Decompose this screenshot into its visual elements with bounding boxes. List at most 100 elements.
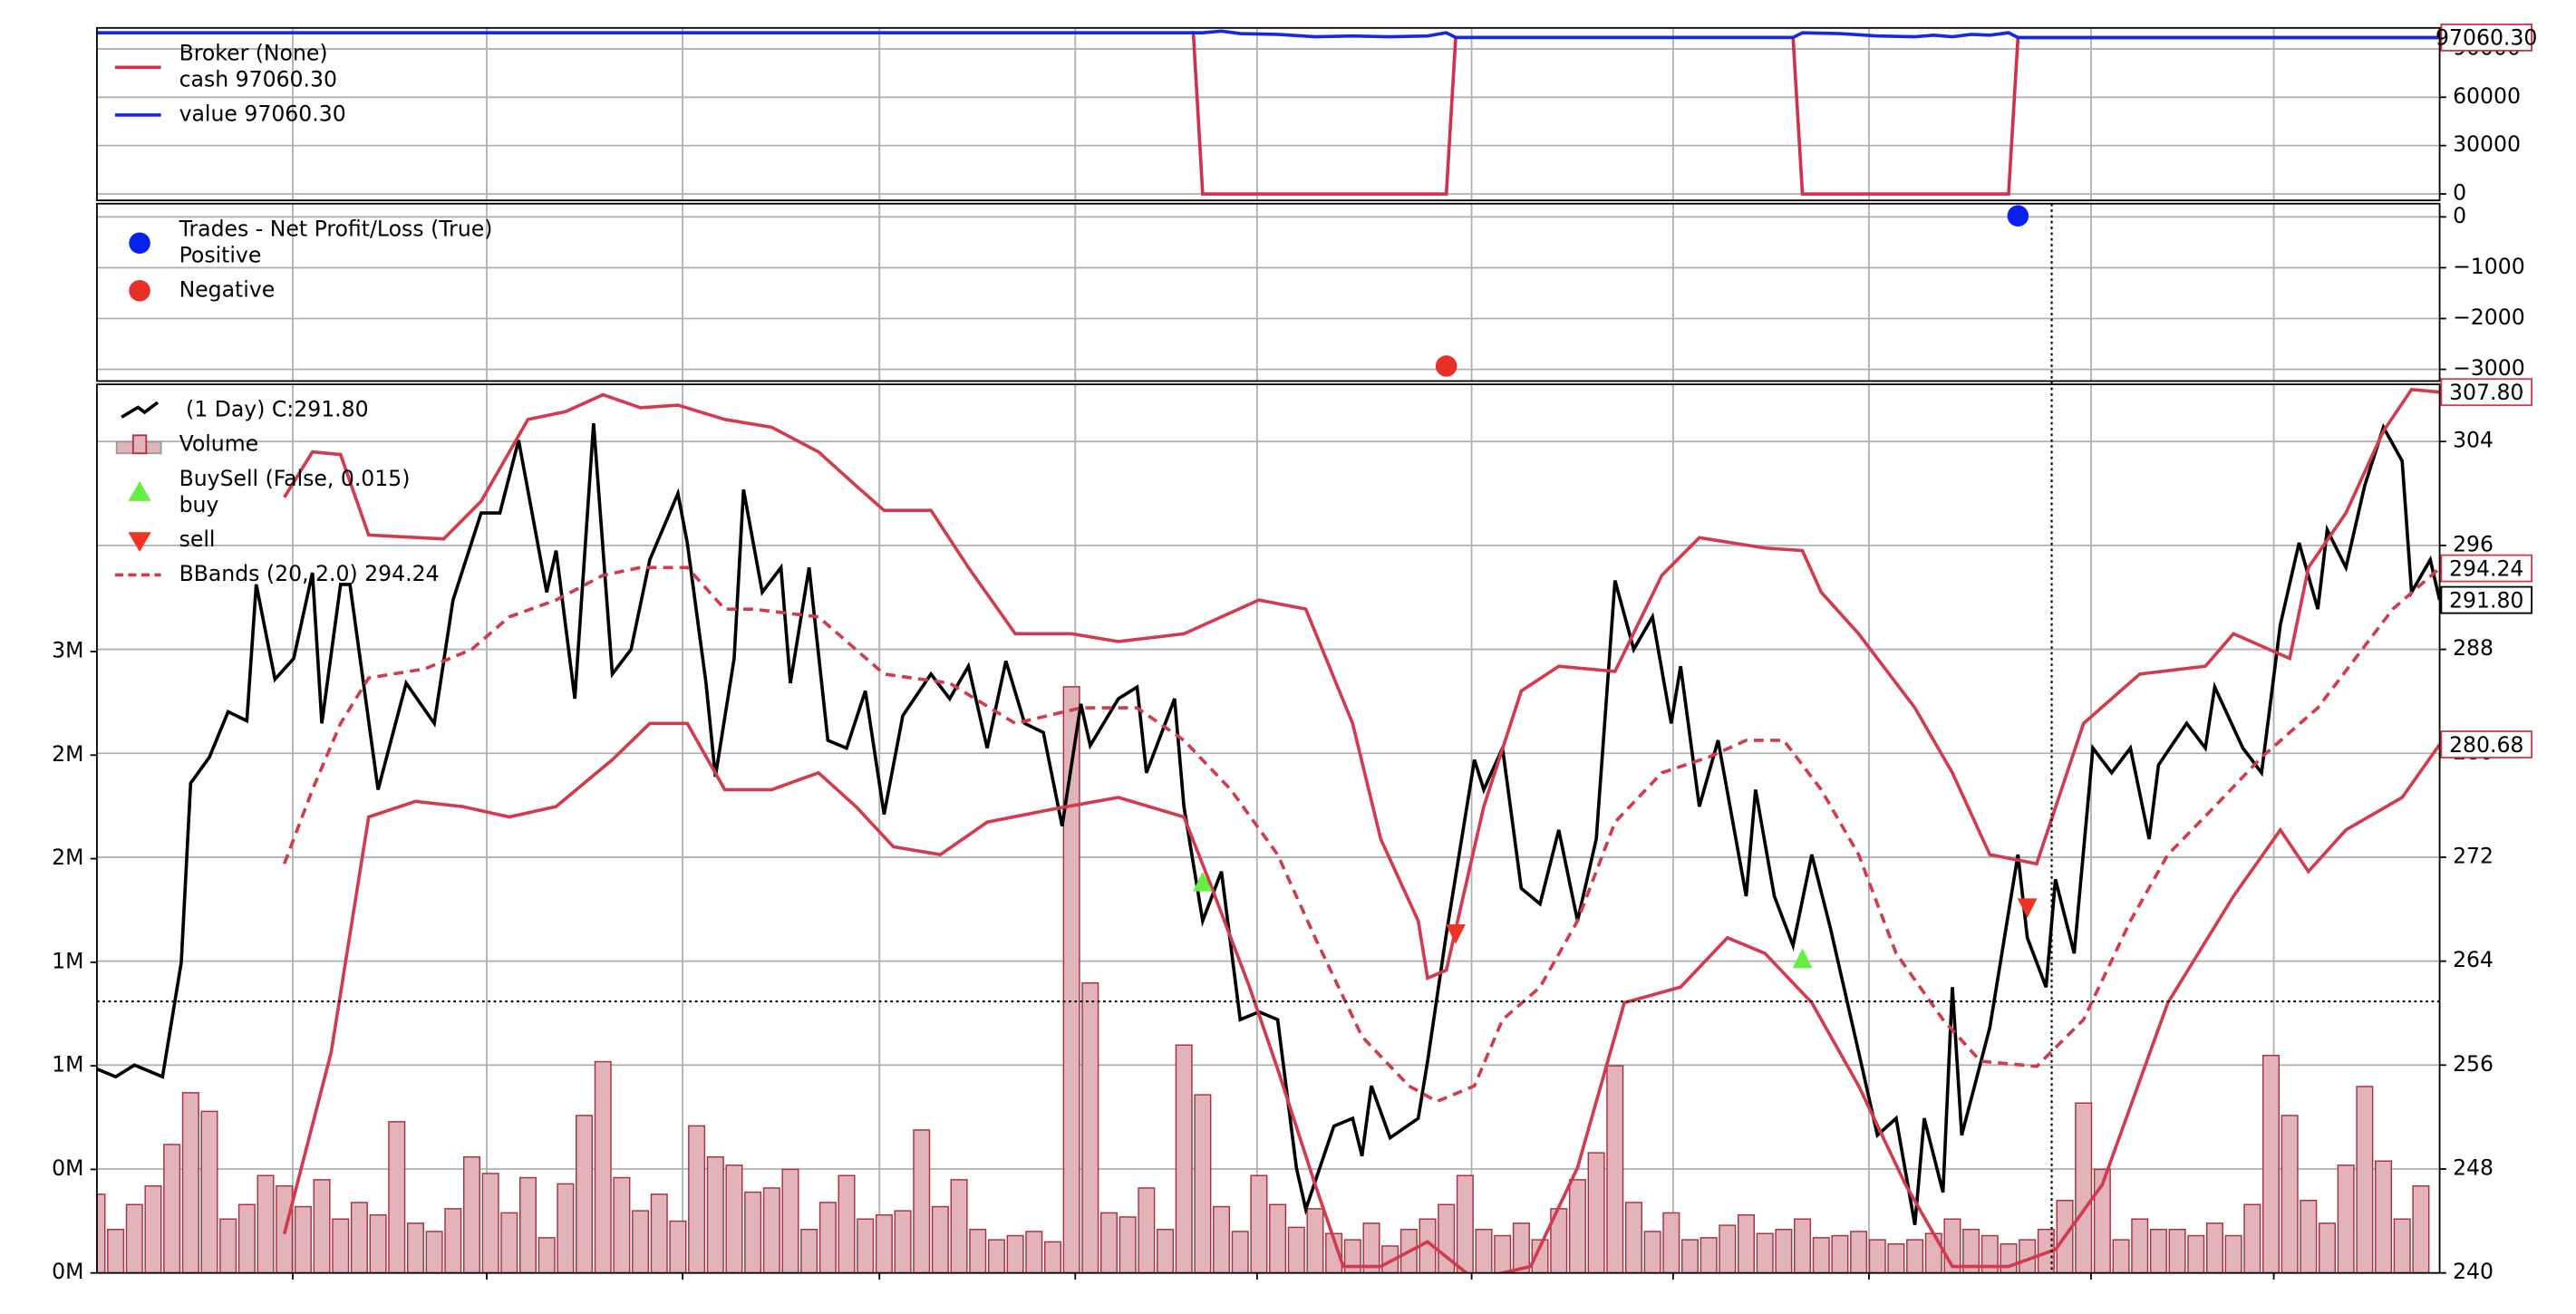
volume-bar bbox=[857, 1218, 875, 1273]
volume-bar bbox=[969, 1228, 987, 1273]
legend-label: Volume bbox=[179, 431, 259, 457]
volume-bar bbox=[1680, 1239, 1699, 1273]
volume-bar bbox=[1213, 1205, 1231, 1273]
legend-label: sell bbox=[179, 527, 216, 552]
last-value-box bbox=[2440, 378, 2532, 407]
last-value-label: 294.24 bbox=[2449, 556, 2523, 581]
legend-symbol bbox=[131, 434, 148, 455]
volume-bar bbox=[2281, 1115, 2299, 1273]
legend-label: Negative bbox=[179, 276, 276, 302]
y-tick-label: 240 bbox=[2453, 1259, 2494, 1284]
volume-bar bbox=[557, 1183, 575, 1273]
y-tick-label: 0 bbox=[2453, 180, 2466, 206]
volume-tick-label: 2M bbox=[52, 845, 83, 870]
volume-bar bbox=[107, 1228, 125, 1273]
legend-symbol bbox=[128, 532, 151, 552]
volume-bar bbox=[1175, 1044, 1193, 1273]
volume-bar bbox=[1475, 1228, 1493, 1273]
y-tick-label: 296 bbox=[2453, 531, 2494, 556]
volume-bar bbox=[163, 1144, 181, 1273]
volume-bar bbox=[257, 1174, 275, 1273]
volume-bar bbox=[237, 1203, 256, 1273]
volume-bar bbox=[1850, 1231, 1868, 1273]
y-tick-label: 60000 bbox=[2453, 83, 2521, 109]
volume-bar bbox=[894, 1210, 912, 1273]
volume-tick-label: 1M bbox=[52, 948, 83, 973]
panel-frame bbox=[96, 26, 2441, 202]
last-value-label: 97060.30 bbox=[2436, 25, 2537, 51]
volume-bar bbox=[913, 1129, 931, 1273]
volume-bar bbox=[96, 1193, 106, 1273]
legend-label: Broker (None) bbox=[179, 40, 328, 65]
volume-bar bbox=[2393, 1218, 2411, 1273]
volume-bar bbox=[444, 1208, 462, 1273]
volume-bar bbox=[2375, 1160, 2393, 1273]
volume-bar bbox=[838, 1174, 856, 1273]
volume-bar bbox=[219, 1218, 237, 1273]
volume-bar bbox=[1157, 1228, 1175, 1273]
volume-bar bbox=[181, 1092, 199, 1273]
volume-bar bbox=[2187, 1234, 2205, 1273]
volume-bar bbox=[518, 1176, 537, 1273]
series-line bbox=[96, 29, 2440, 40]
plot-layer bbox=[96, 29, 2440, 196]
last-value-box bbox=[2440, 730, 2532, 758]
volume-bar bbox=[762, 1187, 780, 1273]
series-line bbox=[96, 31, 2440, 196]
volume-bar bbox=[2337, 1164, 2355, 1273]
volume-bar bbox=[1119, 1216, 1137, 1273]
y-tick-label: 304 bbox=[2453, 428, 2494, 453]
volume-bar bbox=[800, 1228, 818, 1273]
legend-label: Trades - Net Profit/Loss (True) bbox=[179, 216, 493, 241]
volume-bar bbox=[1438, 1203, 1456, 1273]
legend-symbol bbox=[129, 232, 150, 255]
y-tick-label: 272 bbox=[2453, 843, 2494, 868]
legend-symbol bbox=[121, 401, 160, 419]
volume-bar bbox=[388, 1121, 406, 1273]
volume-bar bbox=[706, 1155, 724, 1273]
volume-bar bbox=[2224, 1234, 2242, 1273]
last-value-box bbox=[2440, 554, 2532, 583]
volume-bar bbox=[500, 1212, 518, 1273]
buy-marker bbox=[1792, 948, 1813, 969]
volume-bar bbox=[481, 1173, 499, 1273]
volume-bar bbox=[818, 1202, 837, 1273]
volume-bar bbox=[1043, 1241, 1061, 1273]
y-tick-label: 248 bbox=[2453, 1155, 2494, 1181]
volume-bar bbox=[1587, 1152, 1605, 1273]
series-line bbox=[96, 422, 2440, 1225]
volume-bar bbox=[2000, 1242, 2018, 1273]
volume-bar bbox=[1231, 1231, 1249, 1273]
volume-bar bbox=[1738, 1213, 1756, 1273]
volume-bar bbox=[2112, 1239, 2130, 1273]
volume-bar bbox=[650, 1193, 668, 1273]
volume-bar bbox=[576, 1115, 594, 1273]
volume-bar bbox=[1494, 1234, 1512, 1273]
trade-point bbox=[2007, 205, 2029, 227]
volume-bar bbox=[1812, 1237, 1830, 1273]
sell-marker bbox=[2017, 898, 2038, 919]
volume-bar bbox=[1138, 1187, 1156, 1273]
volume-tick-label: 1M bbox=[52, 1052, 83, 1077]
volume-bar bbox=[688, 1125, 706, 1273]
volume-bar bbox=[1287, 1226, 1305, 1273]
volume-bar bbox=[2168, 1228, 2186, 1273]
volume-bar bbox=[1831, 1234, 1849, 1273]
volume-bar bbox=[632, 1210, 650, 1273]
volume-bar bbox=[613, 1176, 631, 1273]
volume-bar bbox=[1887, 1242, 1905, 1273]
y-tick-label: 0 bbox=[2453, 203, 2466, 228]
y-tick-label: 288 bbox=[2453, 635, 2494, 661]
volume-bar bbox=[313, 1179, 331, 1273]
volume-bar bbox=[725, 1164, 743, 1273]
volume-bar bbox=[950, 1179, 968, 1273]
volume-bar bbox=[2205, 1222, 2223, 1273]
volume-bar bbox=[2412, 1184, 2430, 1273]
y-tick-label: 264 bbox=[2453, 947, 2494, 972]
series-line bbox=[283, 387, 2440, 981]
y-tick-label: −1000 bbox=[2453, 254, 2525, 279]
panel-frame bbox=[96, 383, 2441, 1274]
sell-marker bbox=[1446, 924, 1466, 944]
volume-bar bbox=[369, 1213, 387, 1273]
